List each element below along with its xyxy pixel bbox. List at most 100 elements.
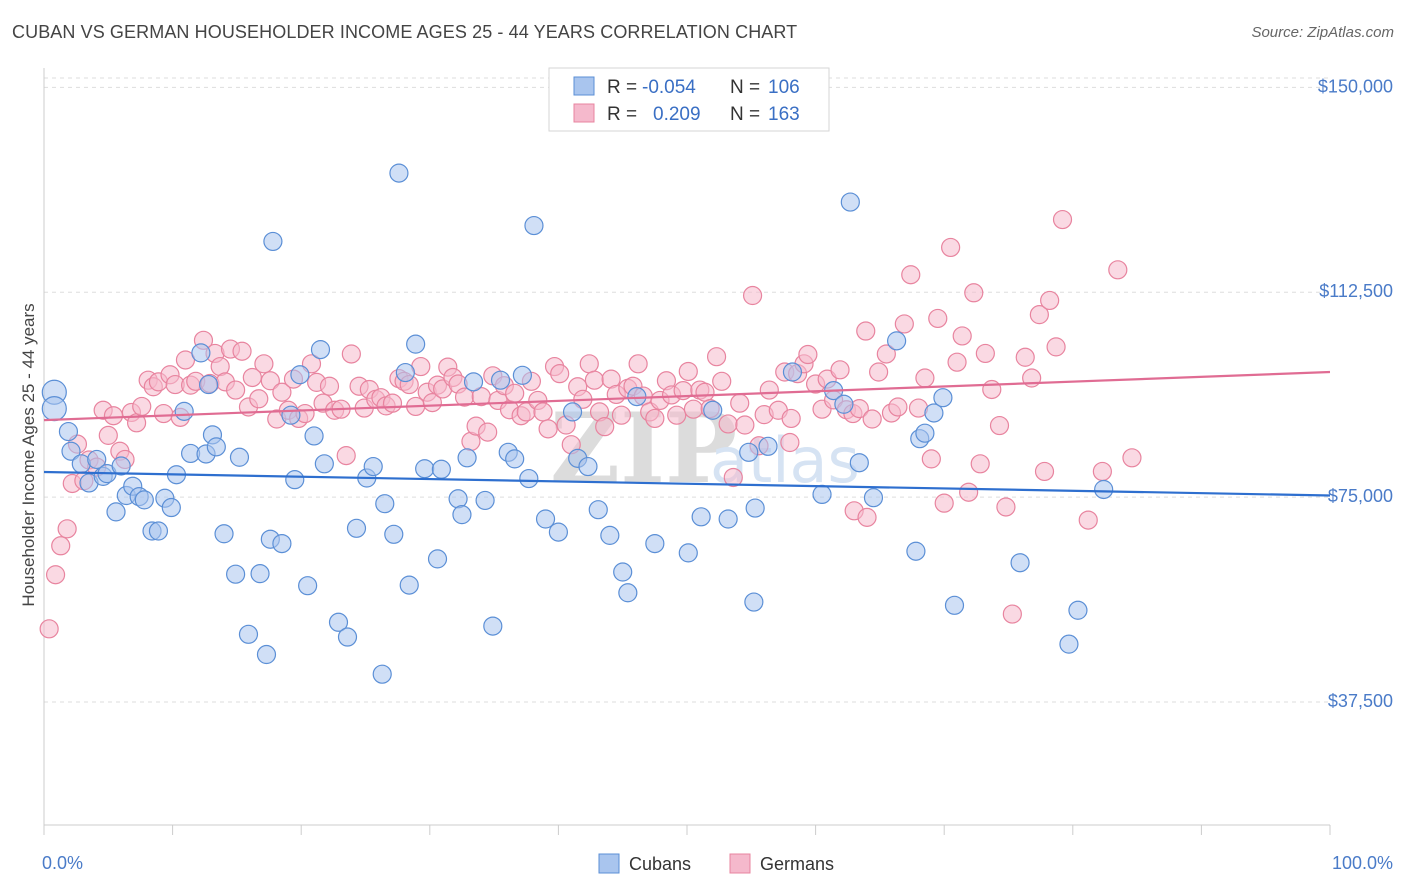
bottom-legend-swatch-germans [729,853,751,874]
cuban-point [691,507,711,527]
cuban-point [678,543,698,563]
y-tick-labels: $37,500 $75,000 $112,500 $150,000 [1318,76,1393,711]
cuban-point [863,488,884,508]
cuban-point [290,365,310,385]
cuban-point [406,334,426,354]
german-point [718,414,738,434]
cuban-point [384,524,404,544]
legend-r-label: R = [607,77,637,98]
cuban-point [490,370,511,390]
cuban-point [106,502,126,522]
cuban-point [427,549,448,569]
german-point [1092,461,1112,482]
german-point [595,417,615,437]
y-tick-label: $75,000 [1328,486,1393,506]
y-tick-label: $150,000 [1318,76,1393,96]
cuban-point [524,215,544,236]
legend-swatch-germans [573,103,595,123]
cuban-point [448,489,468,509]
cuban-point [924,403,944,423]
legend-r-germans: 0.209 [653,104,701,125]
german-point [735,415,755,435]
german-point [422,393,442,413]
german-point [1046,337,1066,357]
cuban-point [199,374,219,395]
cuban-point [399,575,419,595]
cuban-point [840,192,860,212]
german-point [742,285,763,306]
cuban-point [272,533,292,554]
cuban-point [744,592,764,612]
cuban-point [1010,553,1030,573]
y-tick-label: $37,500 [1328,691,1393,711]
german-point [103,406,124,426]
cuban-point [174,401,194,421]
german-point [959,482,979,502]
source-label: Source: ZipAtlas.com [1251,24,1394,41]
german-point [628,354,648,374]
cuban-point [782,362,803,382]
cuban-point [314,454,334,474]
german-point [964,283,984,303]
cuban-point [457,448,477,468]
german-point [970,454,990,474]
germans-points [39,209,1142,639]
german-point [706,347,727,367]
cuban-point [431,459,451,479]
cuban-point [933,388,953,408]
cuban-point [41,396,67,422]
cuban-point [519,468,539,489]
cuban-point [463,372,484,392]
germans-trend-line [43,370,1331,422]
cuban-point [363,456,383,477]
german-point [759,380,779,400]
cubans-trend-line [43,470,1331,497]
cuban-point [229,447,250,467]
cuban-point [372,664,392,684]
cuban-point [915,423,935,443]
german-point [781,408,801,429]
cuban-point [87,449,107,470]
cuban-point [206,437,226,457]
chart-title: CUBAN VS GERMAN HOUSEHOLDER INCOME AGES … [12,22,798,42]
legend-n-cubans: 106 [768,77,800,98]
german-point [798,344,818,365]
german-point [780,432,800,453]
cuban-point [250,564,270,584]
german-point [254,354,274,374]
german-point [51,536,71,556]
german-point [1108,260,1128,280]
cuban-point [226,564,246,584]
german-point [857,507,877,527]
german-point [579,354,599,374]
cuban-point [256,644,277,665]
cuban-point [475,490,495,511]
german-point [45,565,66,585]
legend-r-label: R = [607,104,637,125]
german-point [478,422,498,442]
german-point [947,352,967,372]
cuban-point [745,498,765,518]
legend-box [548,67,830,132]
cuban-point [512,365,532,385]
german-point [712,371,732,391]
cuban-point [134,490,154,510]
german-point [57,519,77,539]
german-point [1078,510,1098,530]
x-tick-label: 0.0% [42,853,83,873]
german-point [1122,448,1142,468]
german-point [876,344,896,364]
german-point [260,371,280,391]
german-point [921,449,941,469]
german-point [1040,290,1060,311]
cuban-point [191,343,211,363]
cuban-point [618,583,638,603]
cuban-point [834,394,854,414]
legend-n-label: N = [730,104,760,125]
trend-lines [43,370,1331,497]
bottom-legend-germans: Germans [760,854,834,874]
x-tick-labels: 0.0% 100.0% [42,853,1393,873]
german-point [678,361,698,382]
german-point [336,446,356,466]
cuban-point [562,402,583,422]
